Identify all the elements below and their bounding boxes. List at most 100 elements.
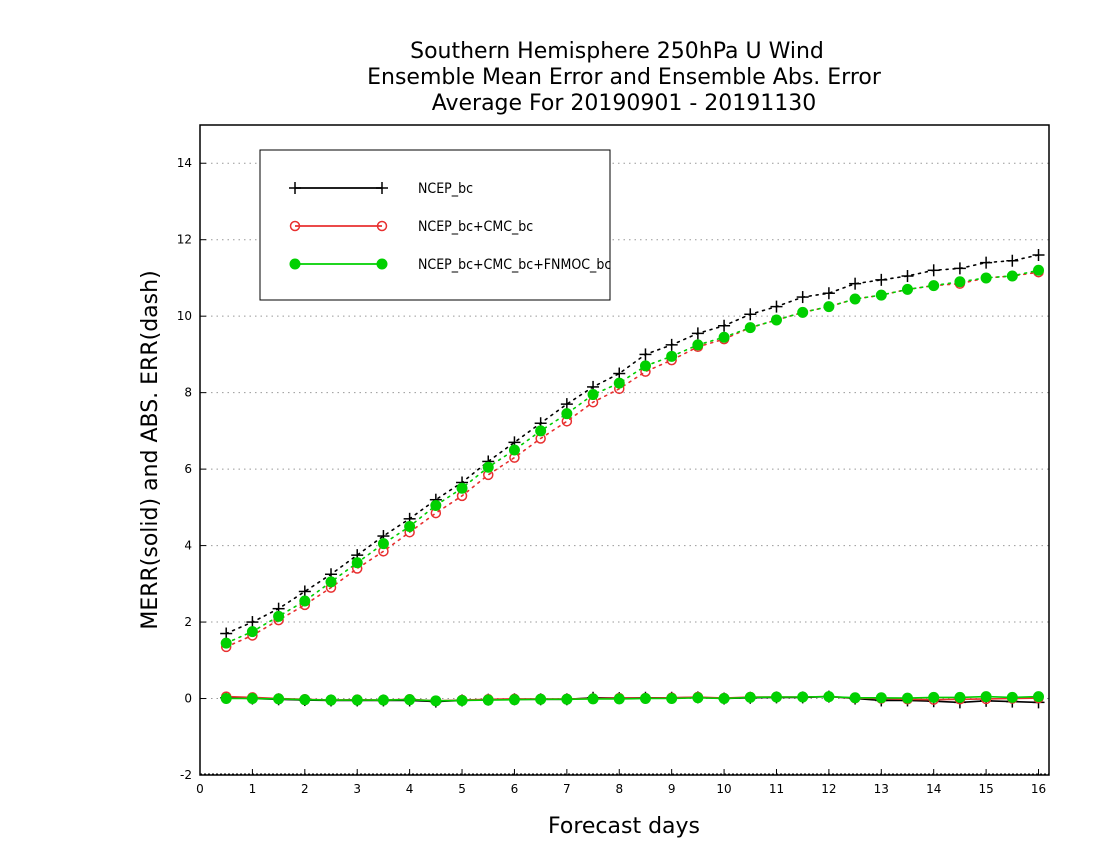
abs-err-point (561, 408, 573, 420)
x-tick-label: 14 (926, 782, 941, 796)
x-tick-label: 12 (821, 782, 836, 796)
mean-err-point (246, 693, 258, 705)
abs-err-point (351, 557, 363, 569)
abs-err-point (980, 256, 993, 269)
series-1 (220, 266, 1044, 707)
legend-box (259, 149, 611, 301)
abs-err-line (225, 254, 1040, 635)
y-tick-label: 12 (177, 233, 192, 247)
abs-err-point (770, 300, 783, 313)
mean-err-point (928, 691, 940, 703)
abs-err-point (377, 538, 389, 550)
abs-err-point (613, 377, 625, 389)
mean-err-point (220, 693, 232, 705)
mean-err-point (902, 692, 913, 704)
abs-err-point (796, 291, 809, 304)
x-tick-label: 7 (563, 782, 571, 796)
plot-frame (199, 124, 1050, 776)
x-axis-label: Forecast days (548, 814, 700, 839)
mean-err-point (456, 694, 468, 706)
mean-err-point (508, 694, 520, 706)
abs-err-point (744, 308, 757, 321)
abs-err-point (875, 273, 888, 286)
abs-err-point (1006, 270, 1018, 282)
mean-err-point (561, 693, 573, 705)
title-line-1: Southern Hemisphere 250hPa U Wind (410, 39, 824, 64)
y-axis-label: MERR(solid) and ABS. ERR(dash) (138, 270, 163, 629)
legend-item-2: NCEP_bc+CMC_bc+FNMOC_bc (289, 257, 611, 273)
abs-err-point (849, 277, 862, 290)
mean-err-point (770, 691, 782, 703)
x-tick-label: 16 (1031, 782, 1046, 796)
mean-err-point (377, 694, 389, 706)
abs-err-point (692, 339, 704, 351)
y-tick-label: 0 (184, 692, 192, 706)
abs-err-point (927, 264, 940, 277)
title-line-2: Ensemble Mean Error and Ensemble Abs. Er… (367, 65, 882, 90)
abs-err-point (1006, 254, 1019, 267)
series-2 (220, 264, 1045, 707)
y-tick-label: 2 (184, 615, 192, 629)
abs-err-point (718, 331, 730, 343)
y-tick-label: 14 (177, 156, 192, 170)
series-layer (220, 249, 1045, 709)
x-tick-label: 9 (668, 782, 676, 796)
mean-err-point (1006, 691, 1018, 703)
mean-err-point (535, 693, 547, 705)
abs-err-point (744, 322, 756, 334)
abs-err-point (639, 348, 652, 361)
legend-item-0: NCEP_bc (289, 181, 473, 197)
mean-err-point (823, 691, 835, 703)
abs-err-point (535, 425, 547, 437)
abs-err-line (225, 271, 1040, 648)
mean-err-point (482, 694, 494, 706)
x-tick-label: 1 (249, 782, 257, 796)
abs-err-point (823, 301, 835, 313)
x-tick-label: 2 (301, 782, 309, 796)
abs-err-point (560, 398, 573, 411)
abs-err-point (718, 319, 731, 332)
mean-err-point (797, 691, 809, 703)
abs-err-point (849, 293, 861, 305)
mean-err-point (639, 693, 651, 705)
mean-err-point (273, 693, 285, 705)
mean-err-point (954, 691, 966, 703)
legend-label: NCEP_bc+CMC_bc (418, 219, 533, 235)
mean-err-point (849, 692, 861, 704)
abs-err-point (246, 626, 258, 638)
abs-err-point (298, 585, 311, 598)
abs-err-point (482, 461, 494, 473)
abs-err-point (404, 520, 416, 532)
abs-err-point (980, 272, 992, 284)
mean-err-point (875, 692, 887, 704)
legend-marker-end (376, 182, 388, 194)
abs-err-point (928, 280, 940, 292)
abs-err-point (666, 350, 678, 362)
legend-marker-start (289, 258, 301, 270)
series-0 (220, 249, 1045, 709)
abs-err-point (456, 482, 468, 494)
mean-err-point (666, 693, 678, 705)
abs-err-line (225, 269, 1040, 644)
abs-err-point (299, 595, 311, 607)
legend: NCEP_bc NCEP_bc+CMC_bc NCEP_bc+CMC_bc+FNMO… (259, 149, 611, 301)
mean-err-point (351, 694, 363, 706)
axes (199, 124, 1050, 776)
abs-err-point (508, 444, 520, 456)
title-line-3: Average For 20190901 - 20191130 (432, 91, 817, 116)
abs-err-point (1033, 264, 1045, 276)
x-tick-label: 15 (978, 782, 993, 796)
mean-err-point (325, 694, 337, 706)
mean-err-point (1033, 691, 1045, 703)
mean-err-point (404, 694, 416, 706)
legend-marker-start (289, 182, 301, 194)
abs-err-point (665, 338, 678, 351)
x-tick-label: 13 (874, 782, 889, 796)
abs-err-point (901, 270, 914, 283)
legend-label: NCEP_bc+CMC_bc+FNMOC_bc (418, 257, 611, 273)
x-tick-label: 11 (769, 782, 784, 796)
y-tick-label: 10 (177, 309, 192, 323)
abs-err-point (220, 637, 232, 649)
